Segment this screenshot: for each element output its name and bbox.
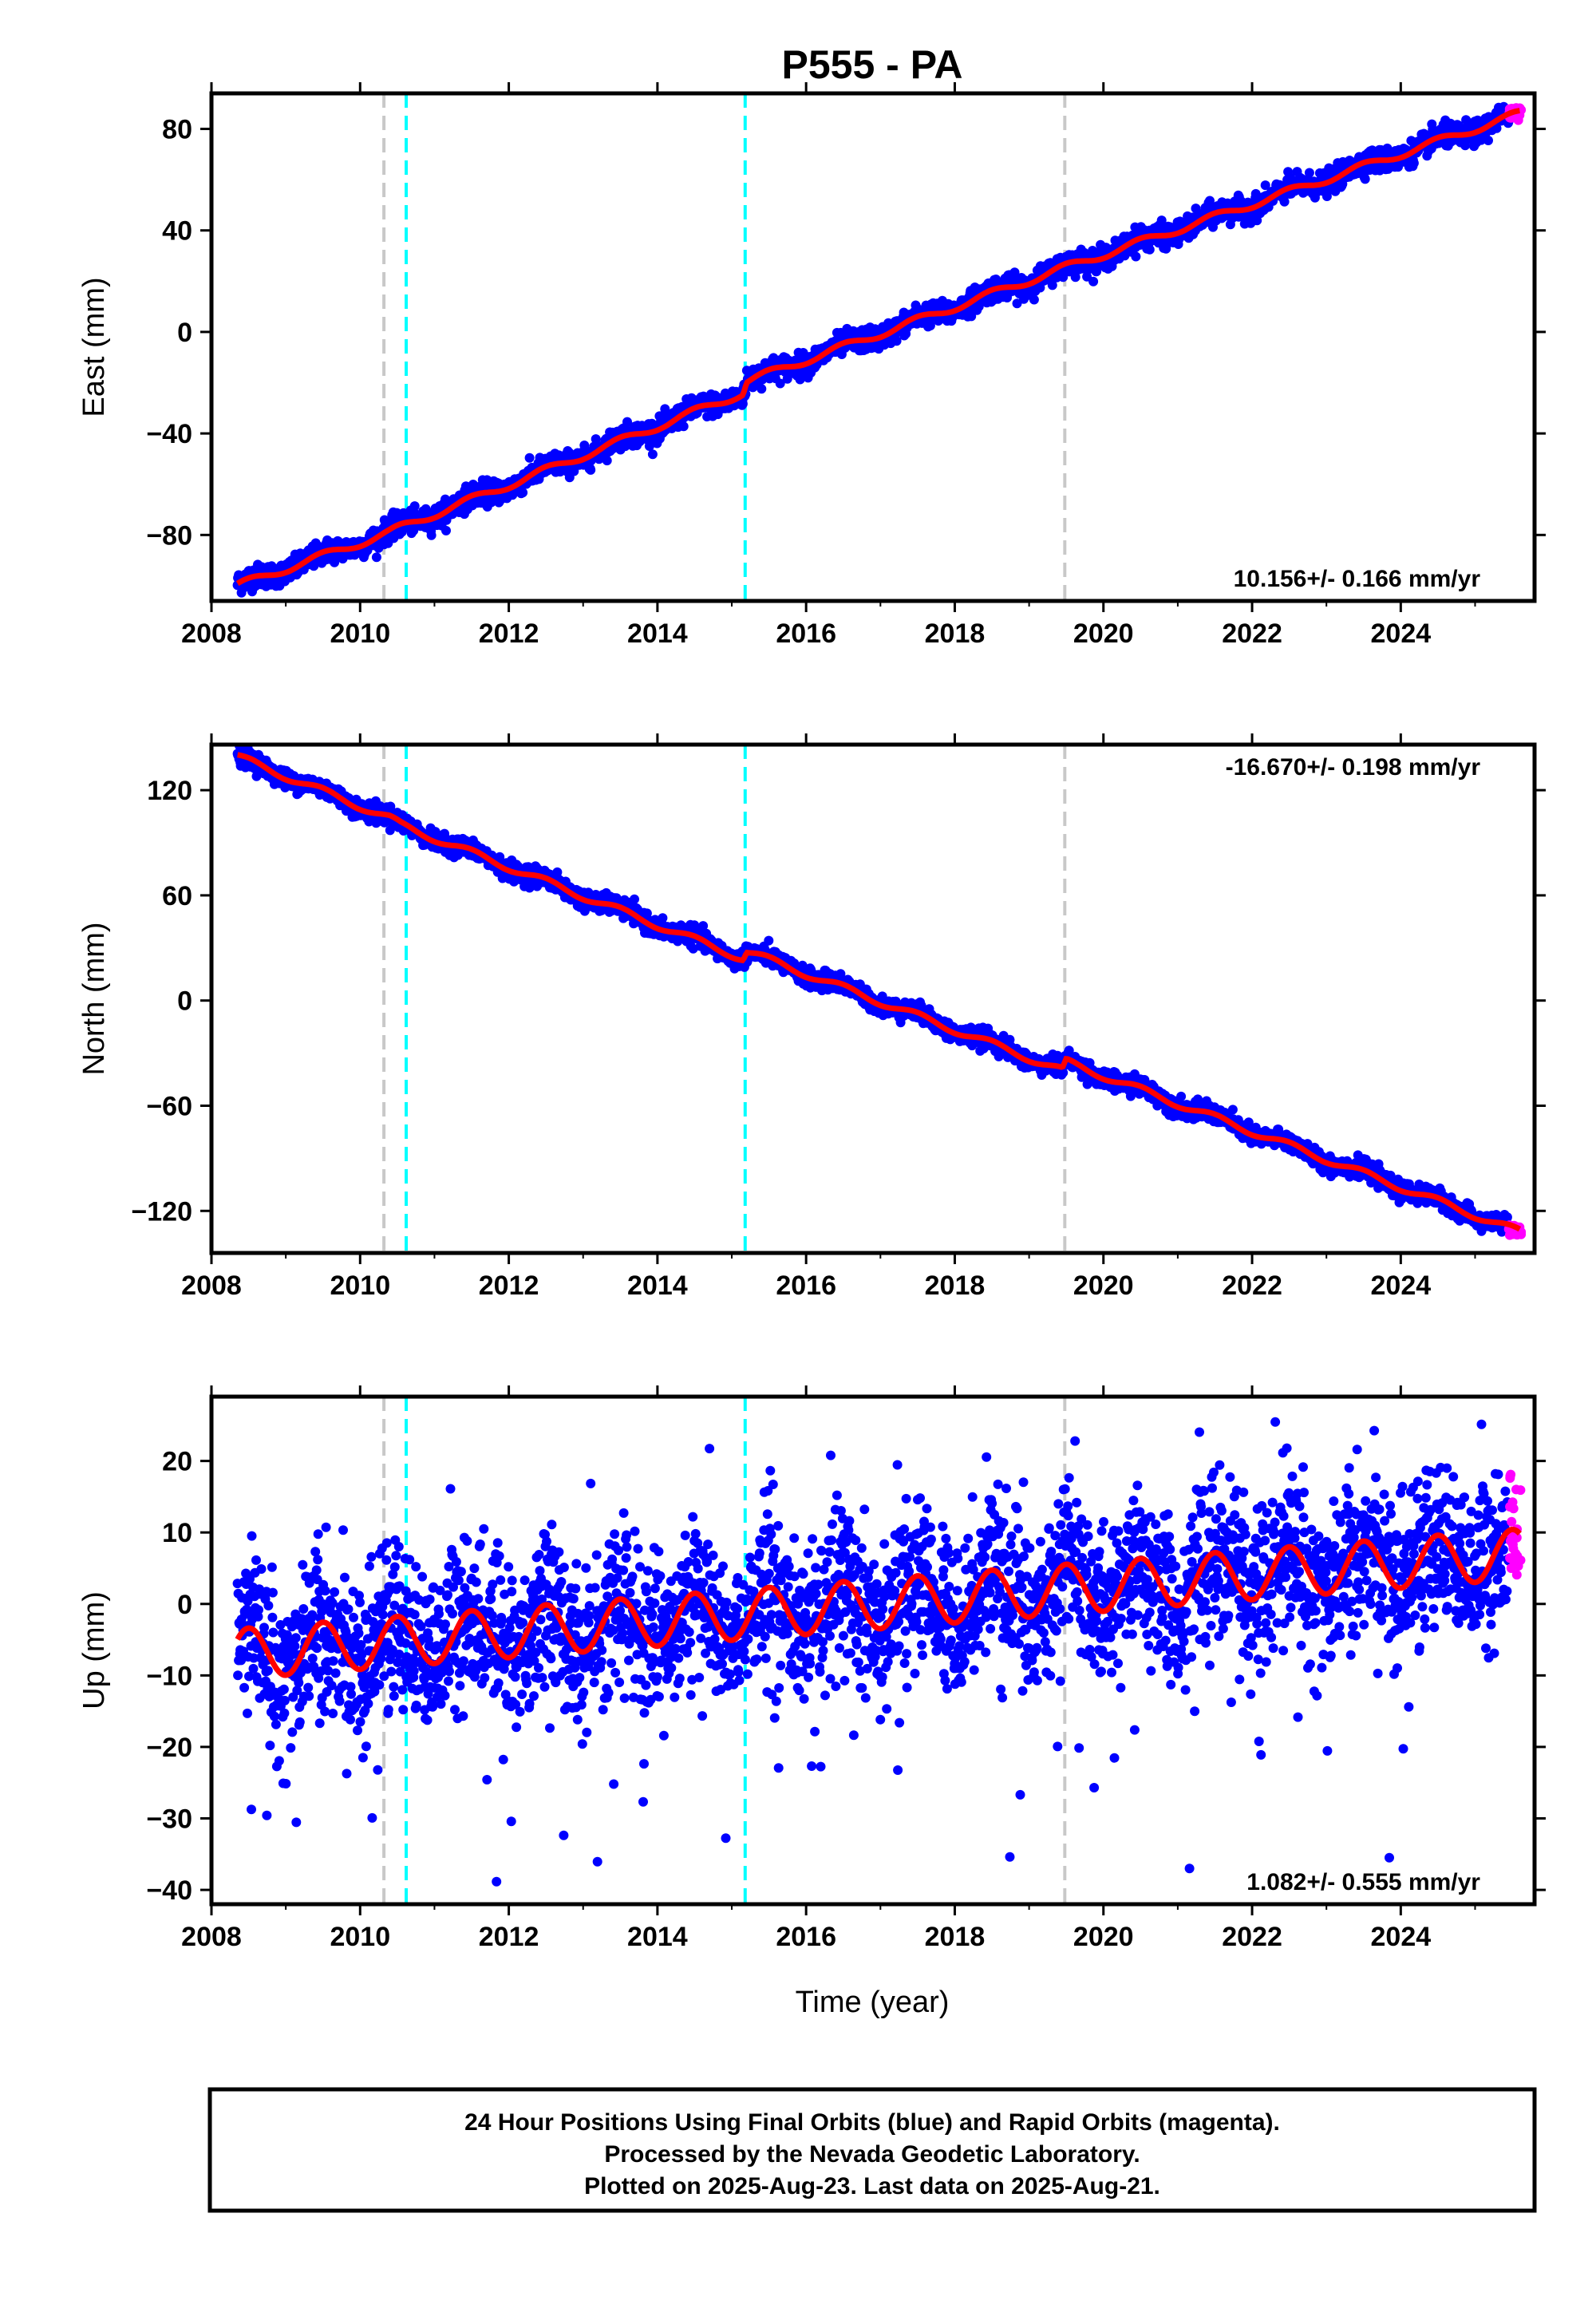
final-point — [1156, 215, 1167, 226]
final-point — [1252, 215, 1262, 226]
final-point — [1088, 276, 1099, 287]
model-fit-line — [235, 108, 1520, 587]
final-point — [602, 456, 612, 466]
plot-area — [232, 93, 1527, 601]
x-tick-label: 2018 — [925, 619, 986, 649]
final-point — [1205, 196, 1215, 206]
final-point — [371, 552, 381, 563]
x-tick-label: 2016 — [776, 619, 836, 649]
y-axis-label: East (mm) — [77, 277, 111, 417]
final-point — [647, 449, 658, 460]
final-point — [1144, 244, 1155, 255]
final-point — [642, 908, 652, 919]
plot-frame — [209, 91, 1537, 603]
final-point — [486, 497, 496, 508]
y-tick-label: 40 — [162, 216, 192, 247]
final-point — [775, 378, 785, 389]
final-point — [764, 935, 774, 946]
final-point — [1337, 179, 1348, 189]
final-point — [1260, 180, 1270, 191]
y-tick-label: −80 — [146, 520, 192, 551]
x-tick-label: 2012 — [479, 619, 539, 649]
x-tick-label: 2010 — [330, 619, 390, 649]
final-point — [409, 501, 420, 512]
x-tick-label: 2008 — [181, 619, 242, 649]
final-point — [1279, 196, 1290, 207]
figure-title: P555 - PA — [782, 42, 963, 87]
final-point — [1304, 168, 1314, 178]
final-point — [688, 943, 698, 954]
east-panel: 2008 2010 2012 2014 2016 2018 2020 2022 2024 −80 −… — [77, 82, 1546, 649]
final-point — [622, 417, 632, 427]
final-point — [552, 867, 563, 877]
y-tick-label: −40 — [146, 419, 192, 449]
final-point — [1491, 123, 1502, 133]
final-point — [441, 525, 451, 536]
final-point — [737, 399, 748, 409]
x-tick-label: 2024 — [1371, 619, 1432, 649]
final-point — [678, 421, 689, 432]
final-point — [1029, 294, 1039, 305]
x-tick-label: 2022 — [1222, 619, 1282, 649]
final-point — [757, 384, 767, 394]
final-point — [1360, 174, 1370, 184]
final-point — [891, 336, 902, 346]
final-point — [426, 530, 437, 540]
final-point — [658, 913, 668, 923]
final-point — [630, 894, 639, 904]
final-point — [1483, 136, 1493, 145]
final-point — [698, 921, 709, 931]
y-tick-label: 80 — [162, 115, 192, 145]
final-point — [1131, 251, 1141, 262]
final-point — [966, 311, 977, 322]
final-point — [586, 464, 596, 475]
north-panel: 2008 2010 2012 2014 2016 2018 2020 2022 2024−120… — [77, 733, 1546, 1301]
x-tick-label: 2020 — [1073, 619, 1134, 649]
final-point — [518, 488, 528, 498]
final-point — [925, 321, 935, 330]
final-point — [1058, 272, 1069, 283]
final-point — [1047, 280, 1057, 290]
y-tick-label: 0 — [177, 318, 192, 348]
final-point — [660, 404, 670, 414]
velocity-rate-label: 10.156+/- 0.166 mm/yr — [1234, 566, 1481, 592]
final-point — [1408, 158, 1419, 168]
plot-area — [232, 745, 1527, 1253]
x-tick-label: 2014 — [627, 619, 688, 649]
final-point — [1070, 272, 1080, 283]
final-point — [524, 453, 535, 463]
final-point — [1012, 298, 1022, 309]
